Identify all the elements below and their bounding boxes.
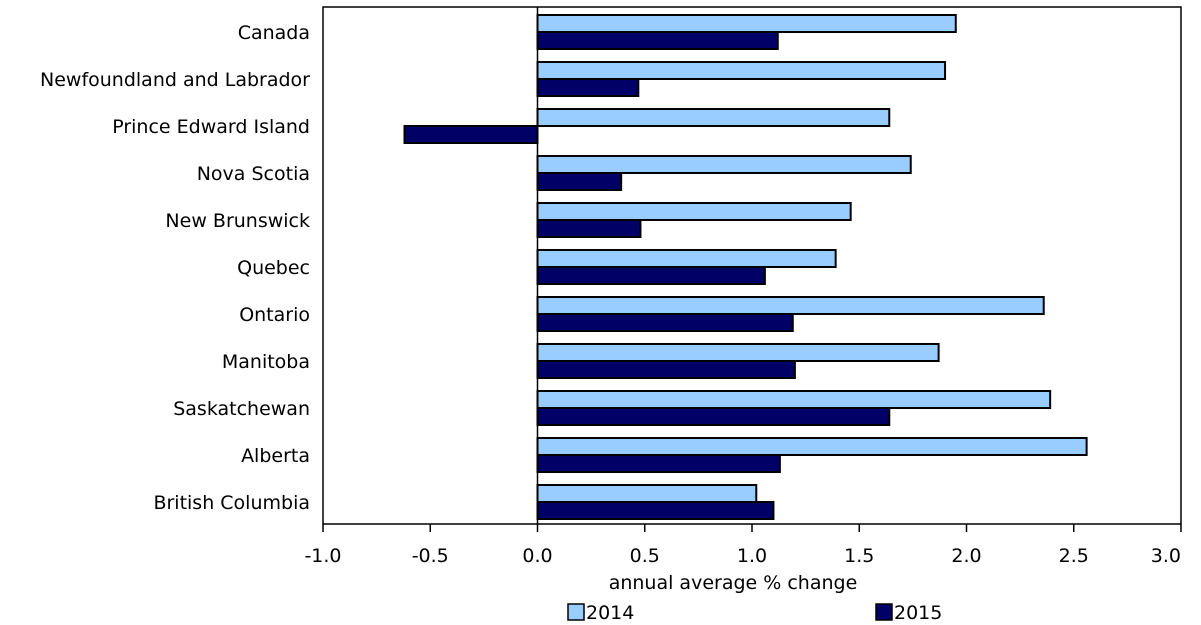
bar-2015-5 bbox=[536, 266, 766, 285]
category-label: Alberta bbox=[241, 445, 310, 467]
bar-2014-7 bbox=[536, 343, 940, 362]
bar-2015-1 bbox=[536, 78, 640, 97]
bar-2014-8 bbox=[536, 390, 1052, 409]
legend: 2014 2015 bbox=[567, 602, 942, 624]
bar-2015-9 bbox=[536, 454, 781, 473]
bar-2015-8 bbox=[536, 407, 891, 426]
legend-swatch-2014 bbox=[567, 603, 585, 621]
x-tick-label: 3.0 bbox=[1151, 545, 1181, 567]
bar-2014-10 bbox=[536, 484, 758, 503]
x-tick-label: 0.0 bbox=[522, 545, 552, 567]
legend-swatch-2015 bbox=[875, 603, 893, 621]
bar-2014-3 bbox=[536, 155, 912, 174]
bar-2015-7 bbox=[536, 360, 796, 379]
bar-2014-1 bbox=[536, 61, 947, 80]
bar-2015-4 bbox=[536, 219, 642, 238]
x-tick-label: 1.5 bbox=[844, 545, 874, 567]
category-label: Saskatchewan bbox=[173, 398, 310, 420]
x-tick-label: 0.5 bbox=[630, 545, 660, 567]
bar-2015-6 bbox=[536, 313, 794, 332]
x-tick-label: 1.0 bbox=[737, 545, 767, 567]
x-tick-label: -1.0 bbox=[304, 545, 341, 567]
category-label: British Columbia bbox=[153, 492, 310, 514]
category-label: Prince Edward Island bbox=[112, 116, 310, 138]
category-label: Nova Scotia bbox=[197, 163, 310, 185]
bar-2014-0 bbox=[536, 14, 957, 33]
category-label: Manitoba bbox=[222, 351, 310, 373]
legend-label-2014: 2014 bbox=[586, 602, 634, 624]
x-tick-label: -0.5 bbox=[412, 545, 449, 567]
category-label: Newfoundland and Labrador bbox=[40, 69, 310, 91]
bar-2014-9 bbox=[536, 437, 1088, 456]
category-labels: Canada Newfoundland and Labrador Prince Ed… bbox=[40, 22, 310, 514]
category-label: New Brunswick bbox=[165, 210, 310, 232]
category-label: Ontario bbox=[239, 304, 310, 326]
x-tick-label: 2.5 bbox=[1059, 545, 1089, 567]
bars-group bbox=[403, 14, 1088, 520]
legend-label-2015: 2015 bbox=[894, 602, 942, 624]
bar-2015-10 bbox=[536, 501, 775, 520]
category-label: Canada bbox=[238, 22, 310, 44]
bar-2014-6 bbox=[536, 296, 1045, 315]
bar-2014-2 bbox=[536, 108, 891, 127]
bar-2014-5 bbox=[536, 249, 837, 268]
category-label: Quebec bbox=[237, 257, 310, 279]
x-axis-ticks: -1.0 -0.5 0.0 0.5 1.0 1.5 2.0 2.5 3.0 bbox=[304, 524, 1182, 567]
x-axis-title: annual average % change bbox=[609, 572, 858, 594]
bar-2015-2 bbox=[403, 125, 539, 144]
bar-2015-3 bbox=[536, 172, 623, 191]
bar-2015-0 bbox=[536, 31, 779, 50]
x-tick-label: 2.0 bbox=[951, 545, 981, 567]
bar-2014-4 bbox=[536, 202, 852, 221]
